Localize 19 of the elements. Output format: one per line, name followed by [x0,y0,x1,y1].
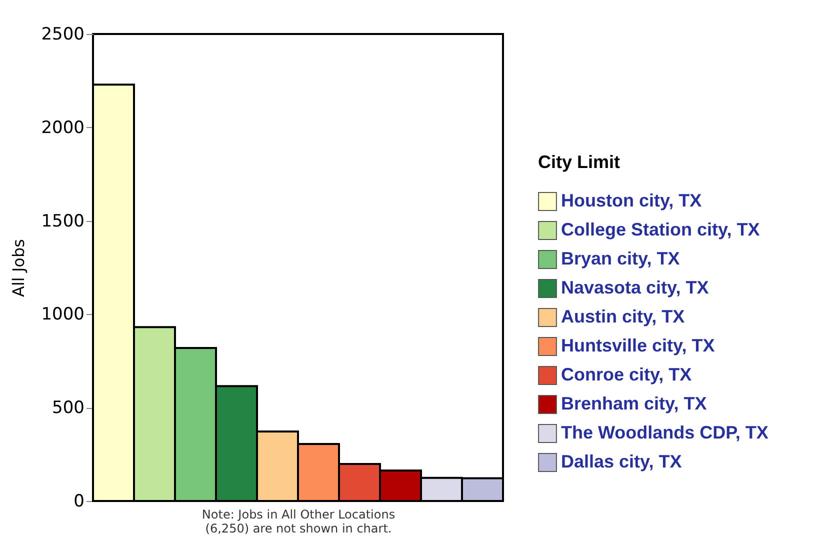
legend-label: Brenham city, TX [561,394,707,414]
legend-label: Austin city, TX [561,306,685,326]
text: Note: Jobs in All Other Locations (6,250) are not shown in chart. [202,508,396,536]
legend-label: College Station city, TX [561,220,760,240]
legend-title: City Limit [538,152,620,172]
legend-label: Bryan city, TX [561,248,680,268]
y-tick-label: 0 [74,492,84,512]
y-tick-label: 500 [52,398,84,418]
y-tick-label: 2500 [41,24,84,44]
y-tick-label: 1000 [41,304,84,325]
legend-label: Navasota city, TX [561,278,709,298]
y-tick-label: 1500 [41,211,84,232]
legend-label: The Woodlands CDP, TX [561,422,768,442]
y-axis-title: All Jobs [9,239,28,297]
legend-label: Conroe city, TX [561,364,692,384]
y-tick-label: 2000 [41,118,84,138]
legend-label: Dallas city, TX [561,452,682,472]
legend-label: Huntsville city, TX [561,336,715,356]
legend-label: Houston city, TX [561,190,702,210]
